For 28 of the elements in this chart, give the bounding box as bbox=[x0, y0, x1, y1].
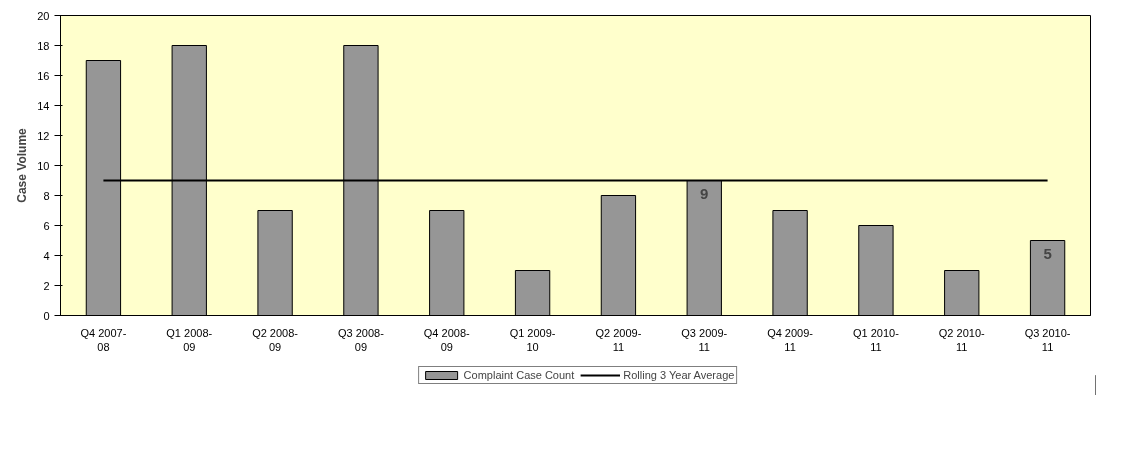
x-tick-label: Q1 2010-11 bbox=[852, 326, 900, 353]
x-tick-label: Q4 2008-09 bbox=[423, 326, 471, 353]
data-label: 5 bbox=[1043, 244, 1052, 262]
x-tick-label: Q2 2008-09 bbox=[252, 326, 299, 353]
x-tick-label: Q1 2008-09 bbox=[166, 326, 213, 353]
x-tick-label: Q3 2010-11 bbox=[1024, 326, 1071, 353]
y-tick-label: 14 bbox=[37, 99, 50, 112]
x-tick-label: Q1 2009-10 bbox=[509, 326, 556, 353]
y-tick-label: 4 bbox=[43, 249, 50, 262]
data-label: 9 bbox=[700, 184, 709, 202]
x-tick-label: Q4 2009-11 bbox=[767, 326, 814, 353]
x-tick-label: Q2 2009-11 bbox=[595, 326, 642, 353]
y-tick-label: 18 bbox=[37, 39, 50, 52]
y-tick-label: 8 bbox=[43, 189, 50, 202]
y-tick-label: 12 bbox=[37, 129, 50, 142]
x-tick-label: Q4 2007-08 bbox=[80, 326, 127, 353]
legend-label: Complaint Case Count bbox=[463, 369, 575, 381]
x-tick-label: Q2 2010-11 bbox=[938, 326, 986, 353]
y-tick-label: 0 bbox=[43, 309, 50, 322]
y-axis-title: Case Volume bbox=[15, 127, 30, 203]
y-tick-label: 20 bbox=[37, 9, 50, 22]
y-tick-label: 10 bbox=[37, 159, 50, 172]
x-tick-label: Q3 2008-09 bbox=[337, 326, 385, 353]
y-tick-label: 6 bbox=[43, 219, 50, 232]
y-tick-label: 2 bbox=[43, 279, 50, 292]
y-tick-label: 16 bbox=[37, 69, 50, 82]
x-tick-label: Q3 2009-11 bbox=[681, 326, 728, 353]
legend-label: Rolling 3 Year Average bbox=[623, 369, 735, 381]
